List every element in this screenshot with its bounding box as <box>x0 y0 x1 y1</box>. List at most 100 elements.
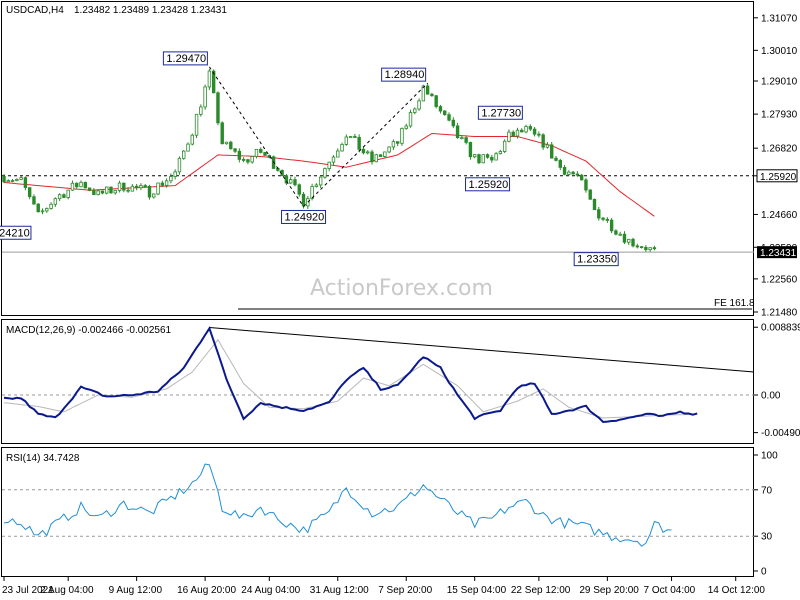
candle <box>592 198 597 211</box>
candle <box>562 164 567 176</box>
candle-body <box>318 176 323 186</box>
candle-body <box>130 185 135 192</box>
candle <box>19 176 23 181</box>
candle-body <box>520 129 524 133</box>
price-tick-label: 1.29010 <box>761 77 798 88</box>
candle <box>10 178 15 183</box>
candle <box>177 156 182 175</box>
candle-body <box>592 198 597 211</box>
candle-body <box>400 127 404 144</box>
candle-body <box>344 136 349 145</box>
candle <box>361 146 366 155</box>
candle-body <box>532 128 537 135</box>
candle-body <box>357 136 361 150</box>
candle-body <box>19 177 23 180</box>
candle <box>597 207 601 221</box>
candle-body <box>92 190 96 196</box>
candle-body <box>421 85 426 102</box>
candle <box>498 149 503 155</box>
callout-text: 1.29470 <box>166 53 206 65</box>
candle-body <box>558 160 562 168</box>
candle-body <box>468 142 473 158</box>
callout-box <box>573 252 619 267</box>
candle <box>169 173 173 184</box>
symbol-title: USDCAD,H4 <box>6 5 64 16</box>
time-tick-label: 9 Aug 12:00 <box>109 585 163 596</box>
candle-body <box>87 187 92 191</box>
candle-body <box>605 218 610 221</box>
candle-body <box>404 125 408 129</box>
candle <box>434 95 438 109</box>
candle-body <box>186 143 190 152</box>
candle <box>203 84 207 110</box>
candle-body <box>134 185 139 189</box>
candle <box>541 133 545 150</box>
candle-body <box>66 189 70 198</box>
candle-body <box>498 151 503 155</box>
candle <box>584 177 588 193</box>
candle <box>353 133 357 138</box>
candle <box>284 173 289 185</box>
candle-body <box>481 154 485 164</box>
candle <box>83 181 88 189</box>
candle-body <box>220 122 224 145</box>
candle-body <box>104 186 109 194</box>
candle-body <box>588 189 592 200</box>
candle <box>605 217 610 223</box>
candle-body <box>314 184 319 187</box>
candle-body <box>434 95 438 107</box>
candle-body <box>6 180 10 183</box>
candle <box>631 237 635 248</box>
candle <box>528 124 533 131</box>
candle-body <box>443 110 447 116</box>
candle-body <box>331 156 336 163</box>
candle-body <box>490 156 494 161</box>
rsi-tick-label: 70 <box>761 485 773 496</box>
ohlc-values: 1.23482 1.23489 1.23428 1.23431 <box>74 5 227 16</box>
candle-body <box>460 137 464 140</box>
candle <box>507 129 511 143</box>
candle-body <box>340 144 344 152</box>
candle-body <box>648 247 652 251</box>
reference-tag-box <box>756 169 798 183</box>
time-tick-label: 2 Aug 04:00 <box>40 585 94 596</box>
candle-body <box>550 144 554 159</box>
candle-body <box>27 187 32 198</box>
candle <box>79 180 83 188</box>
candle-body <box>579 174 584 181</box>
candle <box>173 169 177 180</box>
time-tick-label: 29 Sep 20:00 <box>579 585 639 596</box>
candle <box>652 245 657 251</box>
candle-body <box>182 150 186 159</box>
candle <box>100 190 105 195</box>
candle-body <box>263 152 267 156</box>
candle <box>395 141 400 147</box>
candle-body <box>177 157 182 173</box>
candle <box>152 193 156 199</box>
candle-body <box>545 144 550 148</box>
candle <box>113 189 117 195</box>
candle-body <box>199 106 203 115</box>
macd-title: MACD(12,26,9) -0.002466 -0.002561 <box>6 325 172 336</box>
callout-text: 1.25920 <box>469 179 509 191</box>
candle <box>336 148 340 158</box>
candle-body <box>203 86 207 108</box>
candle-body <box>139 185 143 189</box>
candle <box>460 135 464 140</box>
rsi-title: RSI(14) 34.7428 <box>6 453 80 464</box>
candle <box>237 148 242 163</box>
time-tick-label: 7 Oct 04:00 <box>644 585 696 596</box>
candle-body <box>374 154 378 163</box>
macd-line <box>3 326 698 424</box>
candle <box>117 180 122 193</box>
candle-body <box>584 179 588 191</box>
candle <box>579 173 584 181</box>
candle-body <box>575 173 580 176</box>
time-tick-label: 31 Aug 12:00 <box>310 585 369 596</box>
callout-text: 1.28940 <box>385 69 425 81</box>
candle-body <box>96 190 100 196</box>
candle <box>190 133 194 146</box>
candle-body <box>10 180 15 182</box>
candle <box>413 107 417 115</box>
price-callout: 1.23350 <box>573 252 619 267</box>
